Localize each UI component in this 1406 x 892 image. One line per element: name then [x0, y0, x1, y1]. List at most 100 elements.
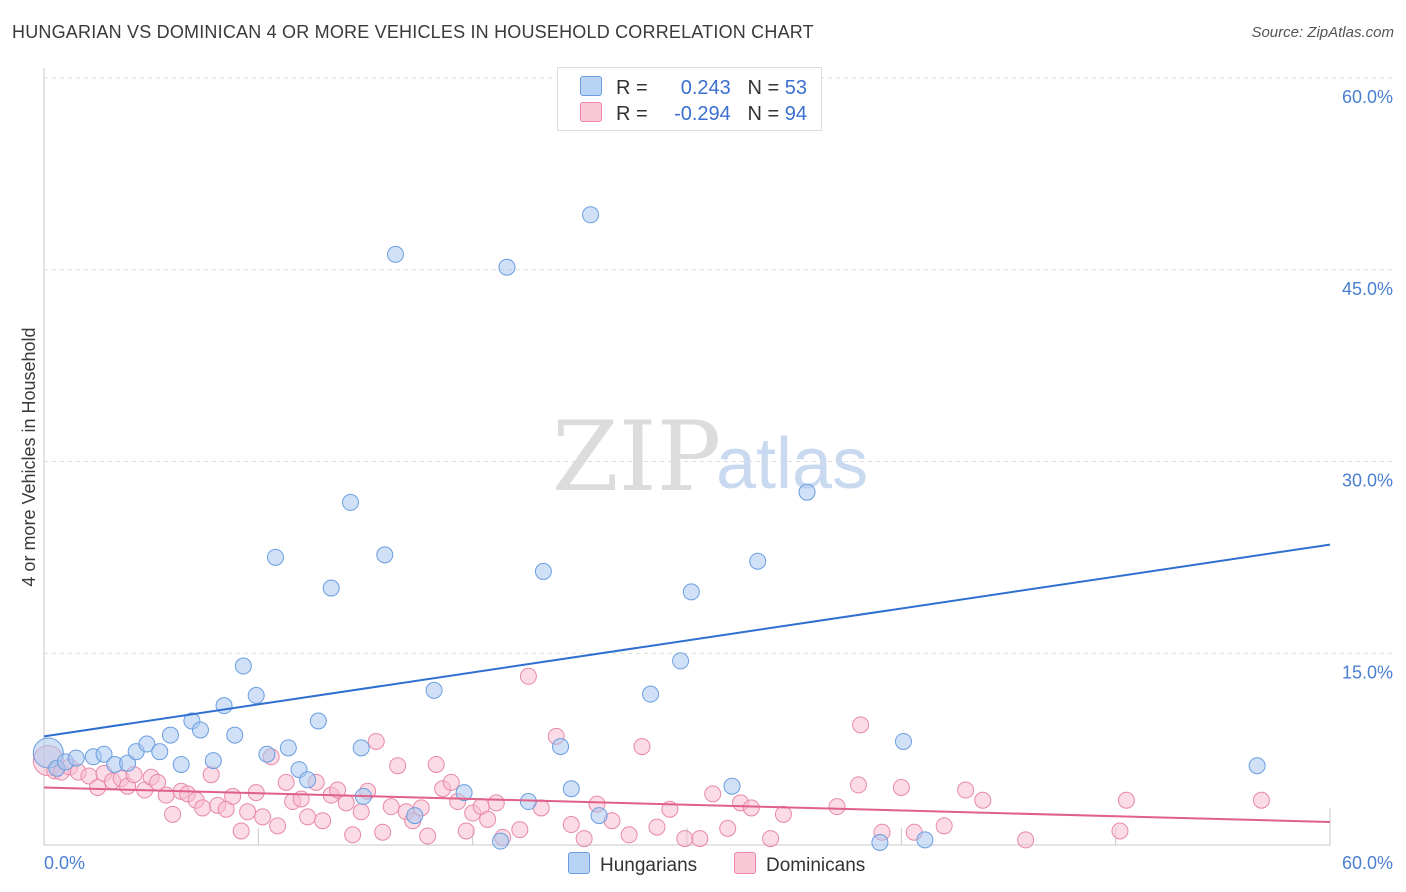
data-point-dominicans: [254, 808, 272, 826]
data-point-dominicans: [511, 821, 529, 839]
data-point-dominicans: [849, 776, 867, 794]
legend-r-label: R =: [616, 103, 648, 125]
legend-swatch-dominicans: [734, 852, 756, 874]
legend-swatch-hungarians: [580, 76, 602, 96]
data-point-hungarians: [376, 546, 394, 564]
watermark-zip: ZIP: [552, 401, 721, 513]
data-point-hungarians: [672, 652, 690, 670]
data-point-hungarians: [642, 685, 660, 703]
data-point-hungarians: [498, 258, 516, 276]
data-point-hungarians: [352, 739, 370, 757]
data-point-dominicans: [232, 822, 250, 840]
data-point-hungarians: [309, 712, 327, 730]
data-point-hungarians: [341, 493, 359, 511]
data-point-dominicans: [269, 817, 287, 835]
data-point-hungarians: [582, 206, 600, 224]
gridlines: [44, 77, 1392, 654]
data-point-hungarians: [894, 732, 912, 750]
chart-title: HUNGARIAN VS DOMINICAN 4 OR MORE VEHICLE…: [12, 22, 814, 42]
data-point-dominicans: [374, 823, 392, 841]
data-point-hungarians: [534, 562, 552, 580]
data-point-dominicans: [479, 810, 497, 828]
data-point-hungarians: [258, 745, 276, 763]
correlation-legend: R = 0.243 N = 53 R = -0.294 N = 94: [557, 67, 822, 131]
y-tick-label: 30.0%: [1342, 471, 1393, 491]
trend-line-hungarians: [43, 543, 1331, 738]
data-point-hungarians: [871, 833, 889, 851]
series-legend-label: Hungarians: [600, 855, 698, 876]
y-tick-label: 15.0%: [1342, 662, 1393, 682]
trend-lines: [43, 543, 1331, 823]
series-legend-hungarians[interactable]: Hungarians: [568, 852, 697, 877]
legend-n-value-hungarians: 53: [784, 77, 807, 99]
data-point-hungarians: [226, 726, 244, 744]
data-point-hungarians: [234, 657, 252, 675]
data-point-dominicans: [164, 805, 182, 823]
data-point-dominicans: [974, 791, 992, 809]
data-point-hungarians: [1248, 757, 1266, 775]
data-point-dominicans: [620, 826, 638, 844]
data-point-hungarians: [204, 752, 222, 770]
y-tick-labels: 15.0% 30.0% 45.0% 60.0%: [1342, 87, 1393, 682]
y-axis-label: 4 or more Vehicles in Household: [19, 327, 39, 586]
data-point-dominicans: [704, 785, 722, 803]
data-point-dominicans: [762, 830, 780, 848]
data-point-dominicans: [367, 732, 385, 750]
data-point-hungarians: [322, 579, 340, 597]
data-point-dominicans: [202, 766, 220, 784]
y-tick-label: 45.0%: [1342, 279, 1393, 299]
legend-n-label: N =: [747, 103, 780, 125]
data-point-hungarians: [151, 743, 169, 761]
data-point-dominicans: [519, 667, 537, 685]
data-point-dominicans: [828, 798, 846, 816]
data-point-dominicans: [382, 798, 400, 816]
data-point-dominicans: [1017, 831, 1035, 849]
data-point-dominicans: [691, 830, 709, 848]
data-point-hungarians: [682, 583, 700, 601]
data-point-dominicans: [487, 794, 505, 812]
data-point-dominicans: [277, 773, 295, 791]
data-point-hungarians: [916, 831, 934, 849]
data-point-hungarians: [191, 721, 209, 739]
data-point-dominicans: [239, 803, 257, 821]
x-tick-labels: 0.0% 60.0%: [44, 853, 1393, 873]
data-point-hungarians: [266, 548, 284, 566]
data-point-dominicans: [562, 816, 580, 834]
data-point-dominicans: [457, 822, 475, 840]
watermark: ZIP atlas: [552, 401, 868, 513]
data-point-hungarians: [138, 735, 156, 753]
data-point-dominicans: [299, 808, 317, 826]
data-point-dominicans: [852, 716, 870, 734]
data-point-hungarians: [552, 738, 570, 756]
data-point-hungarians: [723, 777, 741, 795]
data-point-dominicans: [352, 803, 370, 821]
legend-row-dominicans: R = -0.294 N = 94: [580, 102, 807, 128]
data-point-dominicans: [575, 830, 593, 848]
data-point-dominicans: [442, 773, 460, 791]
data-point-hungarians: [590, 807, 608, 825]
data-point-hungarians: [425, 681, 443, 699]
data-point-hungarians: [406, 807, 424, 825]
data-point-dominicans: [1111, 822, 1129, 840]
data-point-dominicans: [1252, 791, 1270, 809]
data-point-dominicans: [427, 755, 445, 773]
data-point-hungarians: [562, 780, 580, 798]
x-tick-label: 0.0%: [44, 853, 85, 873]
data-point-dominicans: [344, 826, 362, 844]
watermark-atlas: atlas: [716, 424, 868, 504]
legend-swatch-hungarians: [568, 852, 590, 874]
data-point-hungarians: [455, 784, 473, 802]
data-point-dominicans: [419, 827, 437, 845]
trend-line-dominicans: [43, 786, 1331, 823]
data-point-dominicans: [719, 819, 737, 837]
data-point-hungarians: [299, 771, 317, 789]
x-tick-label: 60.0%: [1342, 853, 1393, 873]
series-legend-dominicans[interactable]: Dominicans: [734, 852, 865, 877]
data-point-dominicans: [892, 778, 910, 796]
data-point-dominicans: [329, 781, 347, 799]
legend-r-label: R =: [616, 77, 648, 99]
data-point-dominicans: [157, 786, 175, 804]
data-point-dominicans: [633, 738, 651, 756]
legend-row-hungarians: R = 0.243 N = 53: [580, 76, 807, 102]
